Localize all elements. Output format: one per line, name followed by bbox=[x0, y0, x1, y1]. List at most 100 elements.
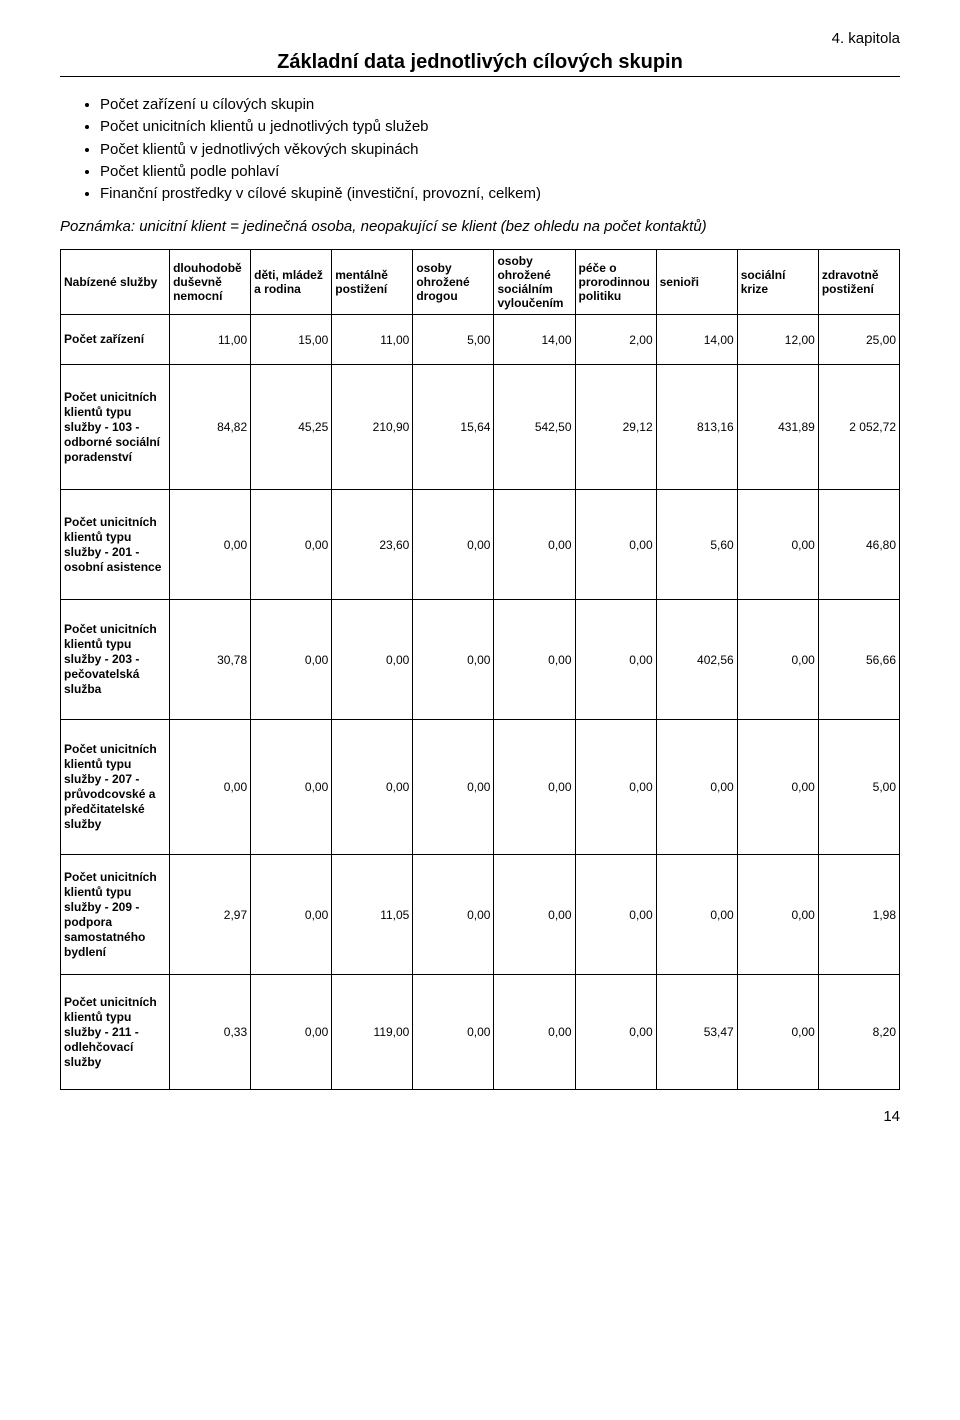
table-cell: 14,00 bbox=[494, 315, 575, 365]
column-header: osoby ohrožené sociálním vyloučením bbox=[494, 250, 575, 315]
footnote: Poznámka: unicitní klient = jedinečná os… bbox=[60, 218, 900, 235]
table-cell: 0,00 bbox=[170, 720, 251, 855]
row-header: Počet unicitních klientů typu služby - 2… bbox=[61, 490, 170, 600]
table-cell: 11,05 bbox=[332, 855, 413, 975]
column-header: osoby ohrožené drogou bbox=[413, 250, 494, 315]
row-header: Počet unicitních klientů typu služby - 2… bbox=[61, 600, 170, 720]
row-header: Počet unicitních klientů typu služby - 1… bbox=[61, 365, 170, 490]
data-table: Nabízené služby dlouhodobě duševně nemoc… bbox=[60, 249, 900, 1090]
chapter-label: 4. kapitola bbox=[60, 30, 900, 47]
column-header: mentálně postižení bbox=[332, 250, 413, 315]
table-cell: 0,00 bbox=[413, 855, 494, 975]
table-cell: 0,00 bbox=[251, 600, 332, 720]
table-cell: 0,00 bbox=[737, 720, 818, 855]
row-header: Počet unicitních klientů typu služby - 2… bbox=[61, 975, 170, 1090]
table-row: Počet unicitních klientů typu služby - 1… bbox=[61, 365, 900, 490]
page-number: 14 bbox=[60, 1108, 900, 1125]
table-cell: 0,00 bbox=[575, 490, 656, 600]
table-header-row: Nabízené služby dlouhodobě duševně nemoc… bbox=[61, 250, 900, 315]
title-underline bbox=[60, 76, 900, 77]
list-item: Počet klientů podle pohlaví bbox=[100, 162, 900, 182]
list-item: Finanční prostředky v cílové skupině (in… bbox=[100, 184, 900, 204]
table-cell: 11,00 bbox=[170, 315, 251, 365]
table-cell: 0,00 bbox=[251, 720, 332, 855]
column-header: senioři bbox=[656, 250, 737, 315]
column-header: péče o prorodinnou politiku bbox=[575, 250, 656, 315]
table-cell: 45,25 bbox=[251, 365, 332, 490]
table-cell: 0,00 bbox=[737, 855, 818, 975]
table-cell: 0,00 bbox=[332, 600, 413, 720]
table-cell: 0,00 bbox=[575, 855, 656, 975]
table-cell: 2,00 bbox=[575, 315, 656, 365]
list-item: Počet zařízení u cílových skupin bbox=[100, 95, 900, 115]
table-row: Počet zařízení11,0015,0011,005,0014,002,… bbox=[61, 315, 900, 365]
table-cell: 2 052,72 bbox=[818, 365, 899, 490]
table-cell: 0,00 bbox=[494, 490, 575, 600]
table-cell: 56,66 bbox=[818, 600, 899, 720]
column-header: zdravotně postižení bbox=[818, 250, 899, 315]
page-title: Základní data jednotlivých cílových skup… bbox=[60, 51, 900, 74]
table-row: Počet unicitních klientů typu služby - 2… bbox=[61, 855, 900, 975]
table-cell: 5,00 bbox=[818, 720, 899, 855]
table-cell: 0,00 bbox=[332, 720, 413, 855]
table-cell: 402,56 bbox=[656, 600, 737, 720]
table-corner: Nabízené služby bbox=[61, 250, 170, 315]
table-cell: 53,47 bbox=[656, 975, 737, 1090]
table-cell: 30,78 bbox=[170, 600, 251, 720]
table-row: Počet unicitních klientů typu služby - 2… bbox=[61, 975, 900, 1090]
table-cell: 5,60 bbox=[656, 490, 737, 600]
table-cell: 15,00 bbox=[251, 315, 332, 365]
table-cell: 5,00 bbox=[413, 315, 494, 365]
table-cell: 431,89 bbox=[737, 365, 818, 490]
table-cell: 25,00 bbox=[818, 315, 899, 365]
bullet-list: Počet zařízení u cílových skupin Počet u… bbox=[100, 95, 900, 204]
table-cell: 0,00 bbox=[494, 600, 575, 720]
table-cell: 11,00 bbox=[332, 315, 413, 365]
table-cell: 0,00 bbox=[575, 600, 656, 720]
table-cell: 12,00 bbox=[737, 315, 818, 365]
table-cell: 84,82 bbox=[170, 365, 251, 490]
table-cell: 2,97 bbox=[170, 855, 251, 975]
table-cell: 14,00 bbox=[656, 315, 737, 365]
table-cell: 0,00 bbox=[413, 490, 494, 600]
table-row: Počet unicitních klientů typu služby - 2… bbox=[61, 490, 900, 600]
table-body: Počet zařízení11,0015,0011,005,0014,002,… bbox=[61, 315, 900, 1090]
column-header: dlouhodobě duševně nemocní bbox=[170, 250, 251, 315]
row-header: Počet unicitních klientů typu služby - 2… bbox=[61, 720, 170, 855]
table-cell: 813,16 bbox=[656, 365, 737, 490]
table-cell: 0,00 bbox=[170, 490, 251, 600]
table-cell: 0,00 bbox=[575, 720, 656, 855]
table-cell: 0,00 bbox=[494, 720, 575, 855]
table-cell: 8,20 bbox=[818, 975, 899, 1090]
table-cell: 0,00 bbox=[251, 490, 332, 600]
table-cell: 0,00 bbox=[656, 720, 737, 855]
row-header: Počet unicitních klientů typu služby - 2… bbox=[61, 855, 170, 975]
table-cell: 29,12 bbox=[575, 365, 656, 490]
table-cell: 0,00 bbox=[737, 975, 818, 1090]
column-header: sociální krize bbox=[737, 250, 818, 315]
table-cell: 0,33 bbox=[170, 975, 251, 1090]
column-header: děti, mládež a rodina bbox=[251, 250, 332, 315]
table-cell: 0,00 bbox=[656, 855, 737, 975]
table-cell: 0,00 bbox=[737, 600, 818, 720]
table-cell: 0,00 bbox=[494, 855, 575, 975]
table-cell: 542,50 bbox=[494, 365, 575, 490]
table-cell: 23,60 bbox=[332, 490, 413, 600]
list-item: Počet unicitních klientů u jednotlivých … bbox=[100, 117, 900, 137]
table-cell: 0,00 bbox=[413, 600, 494, 720]
table-cell: 0,00 bbox=[575, 975, 656, 1090]
table-cell: 0,00 bbox=[737, 490, 818, 600]
list-item: Počet klientů v jednotlivých věkových sk… bbox=[100, 140, 900, 160]
table-cell: 46,80 bbox=[818, 490, 899, 600]
table-cell: 0,00 bbox=[413, 720, 494, 855]
table-cell: 15,64 bbox=[413, 365, 494, 490]
row-header: Počet zařízení bbox=[61, 315, 170, 365]
table-cell: 0,00 bbox=[494, 975, 575, 1090]
table-row: Počet unicitních klientů typu služby - 2… bbox=[61, 600, 900, 720]
table-cell: 0,00 bbox=[251, 975, 332, 1090]
table-cell: 0,00 bbox=[413, 975, 494, 1090]
table-row: Počet unicitních klientů typu služby - 2… bbox=[61, 720, 900, 855]
table-cell: 119,00 bbox=[332, 975, 413, 1090]
table-cell: 1,98 bbox=[818, 855, 899, 975]
table-cell: 210,90 bbox=[332, 365, 413, 490]
